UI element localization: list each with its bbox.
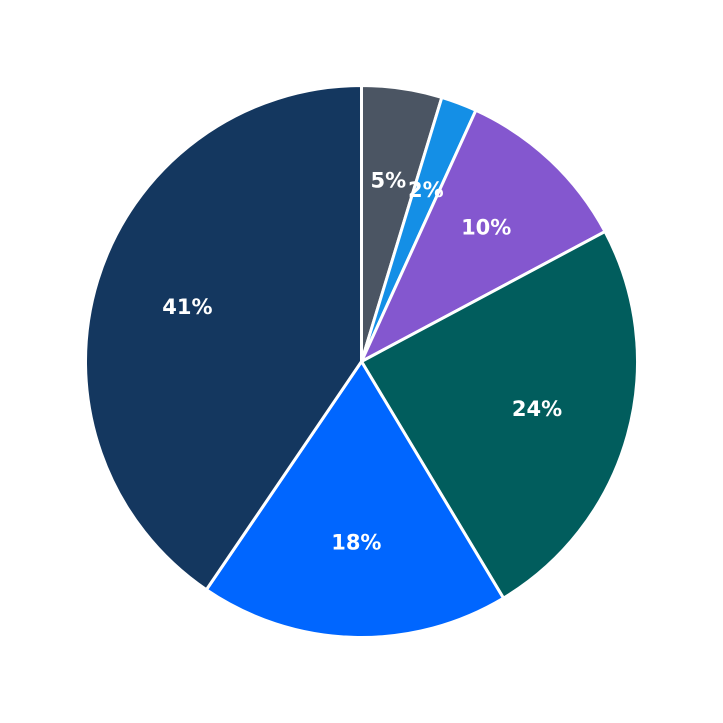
pie-labels: 5% 2% 10% 24% 18% 41% [162, 168, 562, 554]
pie-slice-label-2: 10% [461, 216, 511, 240]
pie-slice-label-4: 18% [331, 531, 381, 555]
pie-slices [84, 84, 639, 639]
pie-slice-2 [360, 108, 607, 363]
pie-slice-label-0: 5% [370, 168, 406, 192]
pie-slice-4 [204, 360, 505, 639]
pie-slice-5 [84, 84, 363, 592]
pie-slice-label-1: 2% [408, 178, 444, 202]
pie-slice-label-5: 41% [162, 295, 212, 319]
pie-slice-label-3: 24% [512, 397, 562, 421]
pie-slice-3 [360, 230, 639, 600]
